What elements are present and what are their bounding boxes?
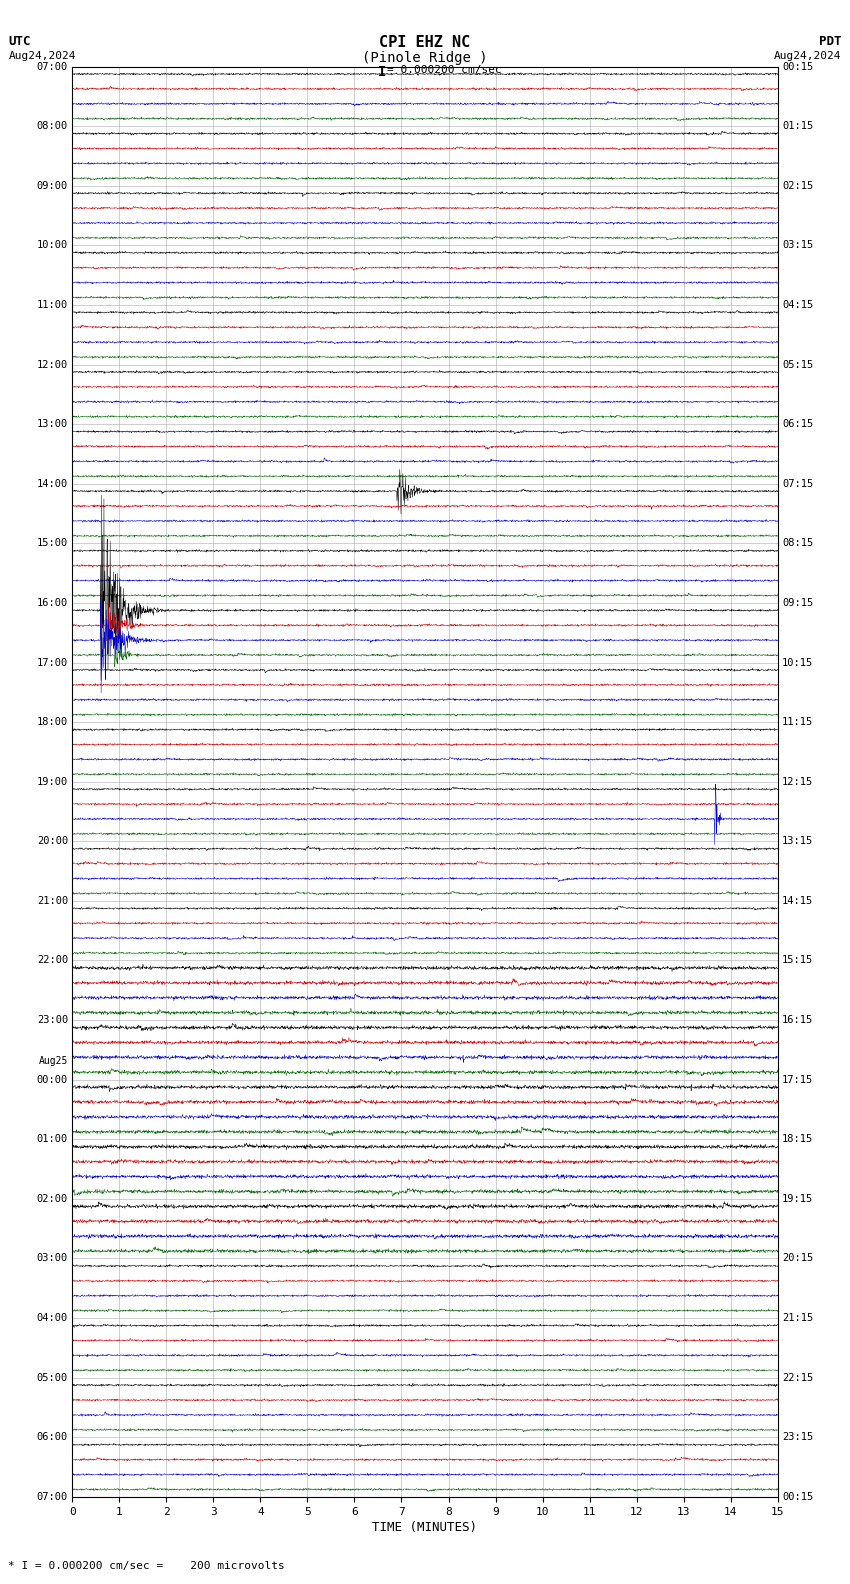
Text: 03:15: 03:15 — [782, 241, 813, 250]
Text: 20:15: 20:15 — [782, 1253, 813, 1264]
Text: 04:15: 04:15 — [782, 299, 813, 310]
Text: Aug24,2024: Aug24,2024 — [774, 51, 842, 60]
Text: 00:00: 00:00 — [37, 1074, 68, 1085]
Text: 11:00: 11:00 — [37, 299, 68, 310]
Text: 15:15: 15:15 — [782, 955, 813, 966]
Text: 23:15: 23:15 — [782, 1432, 813, 1443]
Text: 09:00: 09:00 — [37, 181, 68, 190]
Text: 04:00: 04:00 — [37, 1313, 68, 1323]
Text: 16:15: 16:15 — [782, 1015, 813, 1025]
Text: 09:15: 09:15 — [782, 597, 813, 608]
Text: 18:00: 18:00 — [37, 718, 68, 727]
Text: 13:15: 13:15 — [782, 836, 813, 846]
Text: 01:15: 01:15 — [782, 120, 813, 131]
Text: 02:00: 02:00 — [37, 1194, 68, 1204]
Text: 21:15: 21:15 — [782, 1313, 813, 1323]
Text: 21:00: 21:00 — [37, 897, 68, 906]
Text: 07:00: 07:00 — [37, 62, 68, 71]
Text: 22:00: 22:00 — [37, 955, 68, 966]
Text: 07:00: 07:00 — [37, 1492, 68, 1502]
Text: 10:15: 10:15 — [782, 657, 813, 667]
Text: 00:15: 00:15 — [782, 1492, 813, 1502]
Text: Aug25: Aug25 — [38, 1055, 68, 1066]
Text: 10:00: 10:00 — [37, 241, 68, 250]
Text: 12:00: 12:00 — [37, 360, 68, 369]
Text: 14:00: 14:00 — [37, 478, 68, 489]
Text: 05:15: 05:15 — [782, 360, 813, 369]
Text: 23:00: 23:00 — [37, 1015, 68, 1025]
Text: 17:00: 17:00 — [37, 657, 68, 667]
Text: 16:00: 16:00 — [37, 597, 68, 608]
Text: 20:00: 20:00 — [37, 836, 68, 846]
Text: 15:00: 15:00 — [37, 539, 68, 548]
Text: 08:15: 08:15 — [782, 539, 813, 548]
Text: = 0.000200 cm/sec: = 0.000200 cm/sec — [387, 65, 501, 74]
Text: * I = 0.000200 cm/sec =    200 microvolts: * I = 0.000200 cm/sec = 200 microvolts — [8, 1562, 286, 1571]
Text: (Pinole Ridge ): (Pinole Ridge ) — [362, 51, 488, 65]
Text: 19:15: 19:15 — [782, 1194, 813, 1204]
Text: 13:00: 13:00 — [37, 420, 68, 429]
Text: 18:15: 18:15 — [782, 1134, 813, 1144]
Text: UTC: UTC — [8, 35, 31, 48]
Text: 00:15: 00:15 — [782, 62, 813, 71]
Text: 22:15: 22:15 — [782, 1373, 813, 1383]
Text: 08:00: 08:00 — [37, 120, 68, 131]
Text: 07:15: 07:15 — [782, 478, 813, 489]
Text: 03:00: 03:00 — [37, 1253, 68, 1264]
Text: 05:00: 05:00 — [37, 1373, 68, 1383]
Text: 06:15: 06:15 — [782, 420, 813, 429]
Text: I: I — [378, 65, 387, 79]
Text: CPI EHZ NC: CPI EHZ NC — [379, 35, 471, 49]
Text: 19:00: 19:00 — [37, 776, 68, 787]
Text: 06:00: 06:00 — [37, 1432, 68, 1443]
X-axis label: TIME (MINUTES): TIME (MINUTES) — [372, 1521, 478, 1533]
Text: 02:15: 02:15 — [782, 181, 813, 190]
Text: PDT: PDT — [819, 35, 842, 48]
Text: 14:15: 14:15 — [782, 897, 813, 906]
Text: 11:15: 11:15 — [782, 718, 813, 727]
Text: 12:15: 12:15 — [782, 776, 813, 787]
Text: 01:00: 01:00 — [37, 1134, 68, 1144]
Text: Aug24,2024: Aug24,2024 — [8, 51, 76, 60]
Text: 17:15: 17:15 — [782, 1074, 813, 1085]
